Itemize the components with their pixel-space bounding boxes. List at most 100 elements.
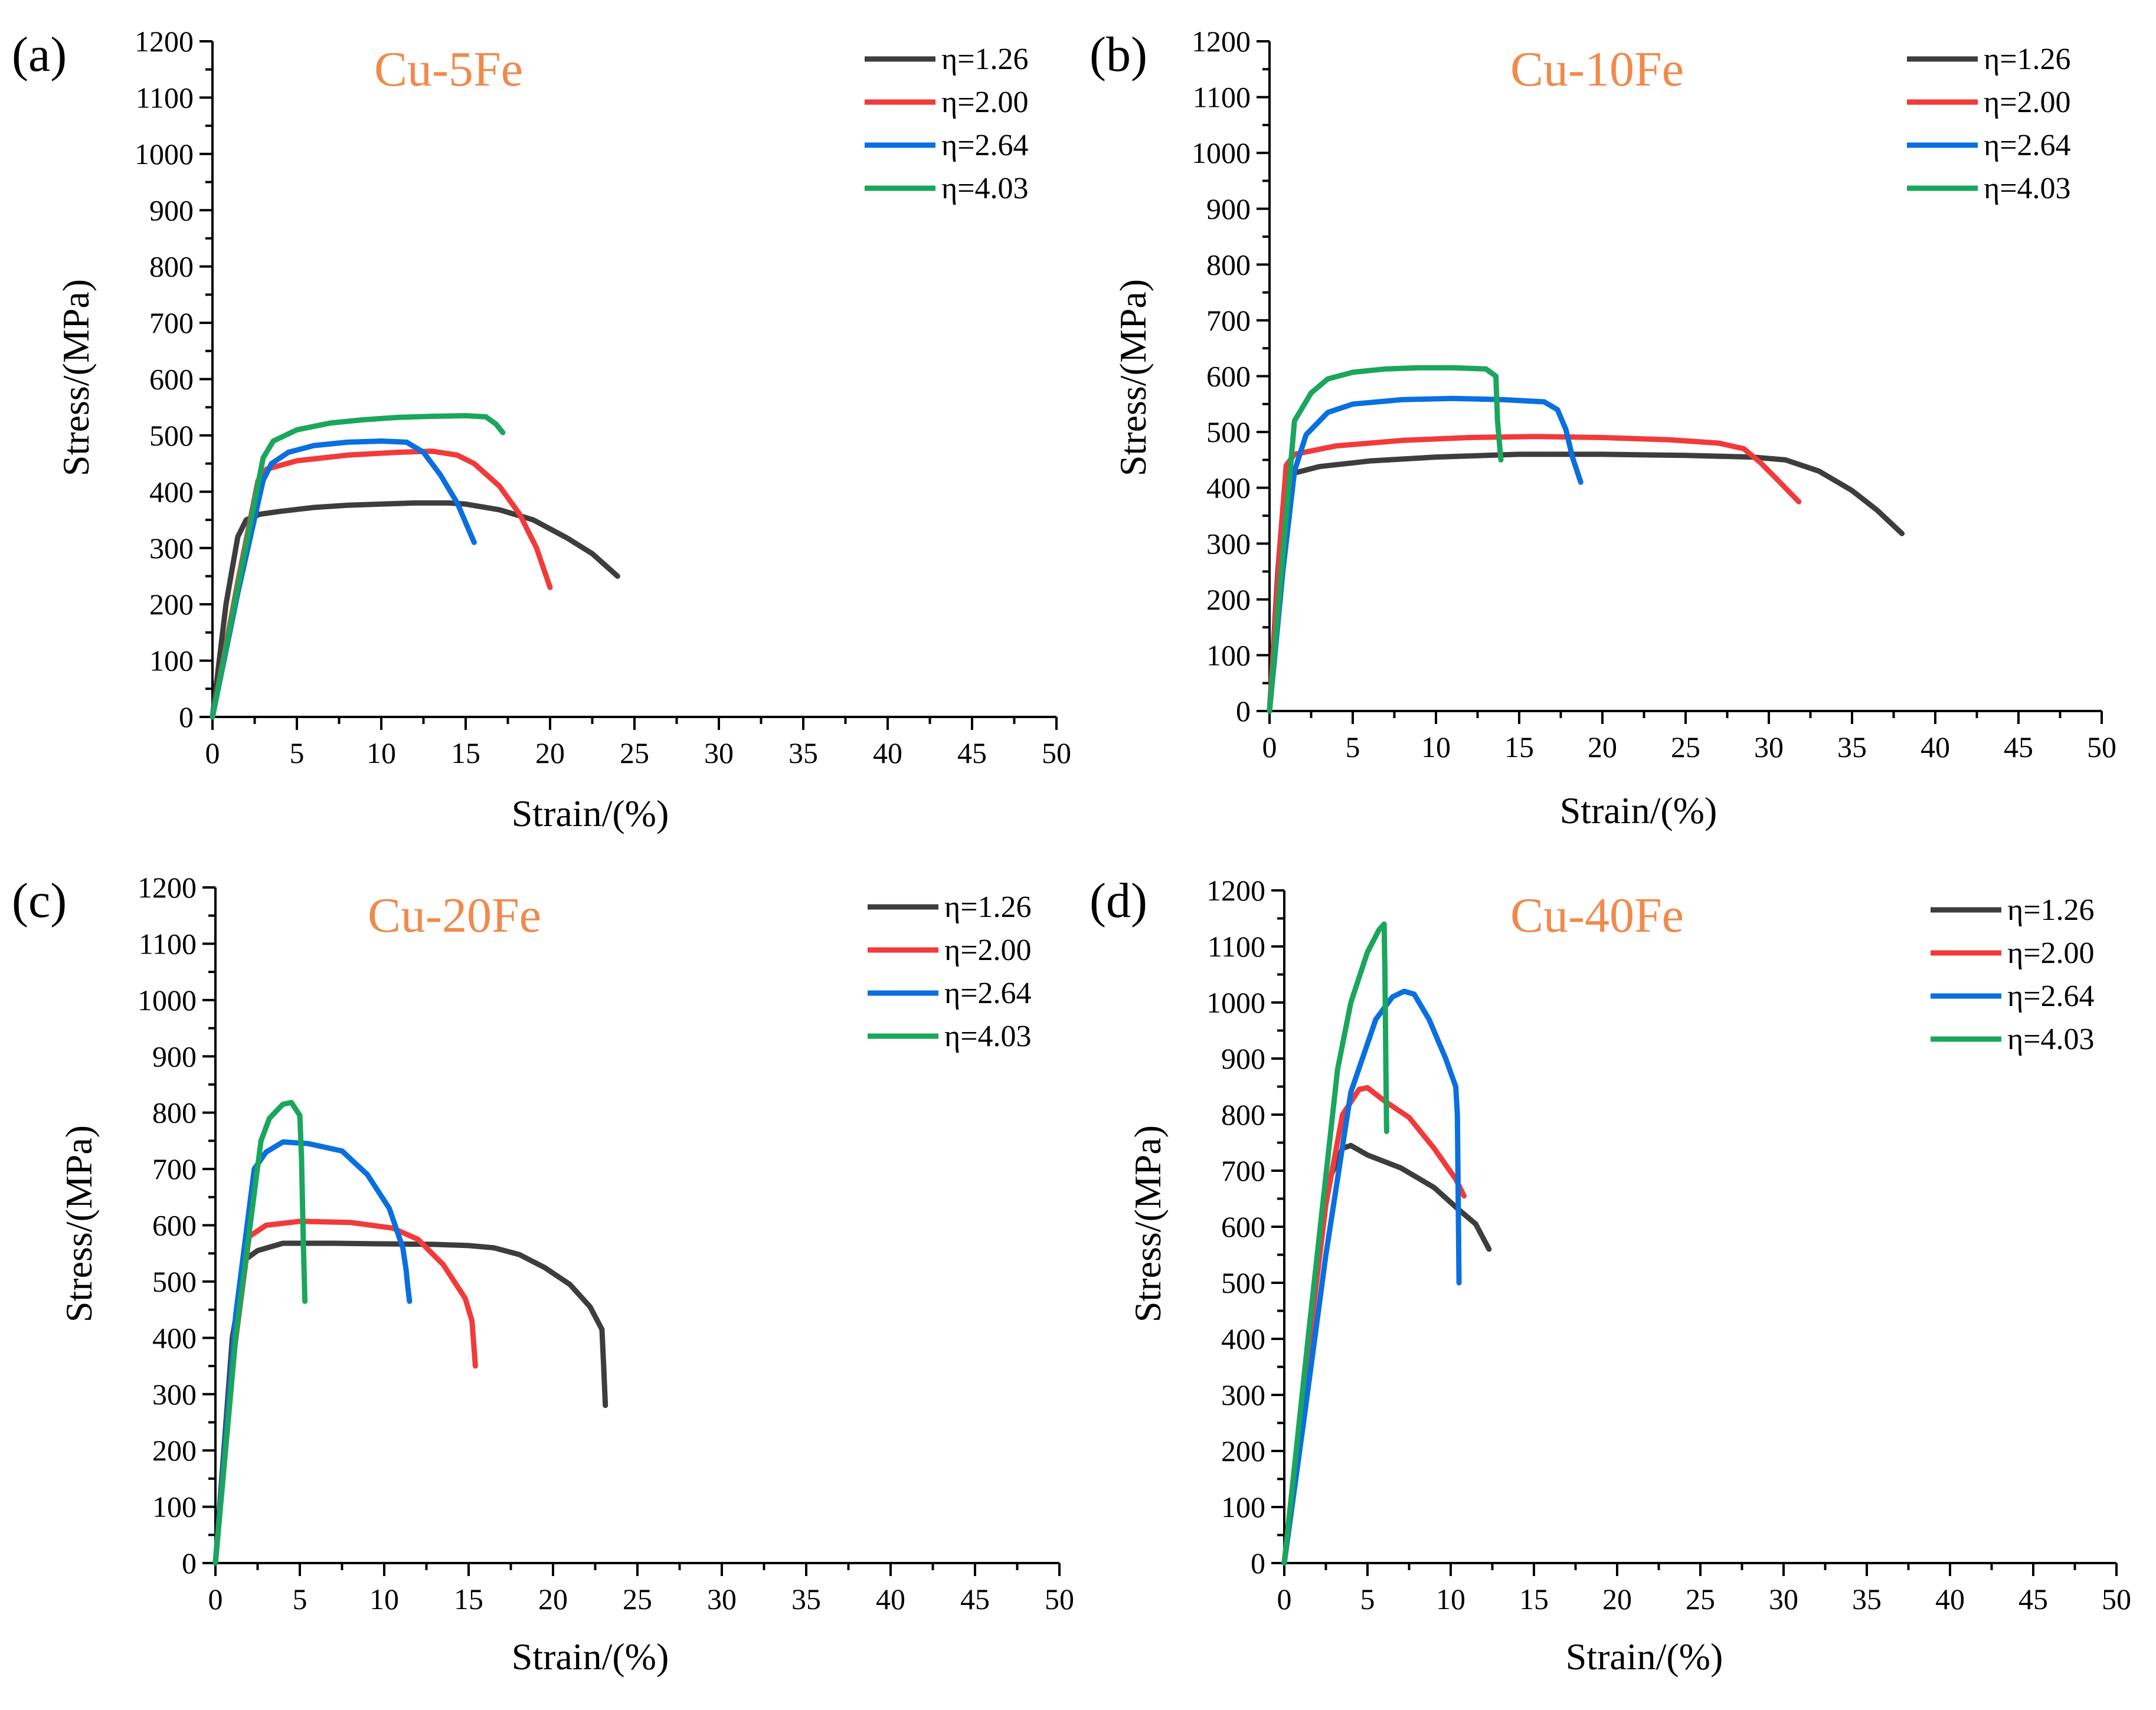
y-tick-label: 1000: [138, 984, 197, 1017]
legend-label: η=2.64: [941, 129, 1029, 162]
y-tick-label: 400: [149, 475, 194, 508]
y-tick-label: 900: [1221, 1042, 1265, 1075]
y-tick-label: 900: [149, 194, 194, 227]
legend-label: η=2.64: [1984, 129, 2071, 162]
y-axis-title: Stress/(MPa): [1112, 279, 1154, 476]
y-tick-label: 600: [1221, 1210, 1265, 1243]
legend-label: η=1.26: [941, 42, 1029, 76]
x-tick-label: 40: [873, 736, 902, 769]
x-tick-label: 20: [1588, 730, 1617, 764]
y-tick-label: 800: [149, 250, 194, 283]
x-axis-title: Strain/(%): [512, 1636, 669, 1678]
y-tick-label: 1200: [1206, 874, 1265, 907]
y-axis-title: Stress/(MPa): [58, 1125, 100, 1322]
y-tick-label: 300: [152, 1378, 197, 1411]
x-tick-label: 20: [538, 1583, 568, 1616]
y-tick-label: 1100: [136, 81, 194, 114]
y-tick-label: 100: [1221, 1490, 1265, 1524]
x-tick-label: 25: [1671, 730, 1700, 764]
x-tick-label: 20: [1602, 1583, 1632, 1616]
legend-label: η=4.03: [2007, 1023, 2095, 1056]
x-tick-label: 5: [1360, 1583, 1375, 1616]
y-tick-label: 800: [152, 1096, 197, 1129]
chart-title: Cu-5Fe: [374, 42, 523, 97]
chart-title: Cu-20Fe: [368, 888, 541, 943]
series-line-eta-2-64: [212, 1139, 413, 1566]
series-line-eta-4-03: [1281, 921, 1389, 1566]
x-tick-label: 45: [2004, 730, 2033, 764]
x-tick-label: 50: [2102, 1583, 2131, 1616]
legend-label: η=2.00: [1984, 86, 2071, 119]
x-tick-label: 35: [1852, 1583, 1882, 1616]
y-tick-label: 600: [149, 363, 194, 396]
x-tick-label: 30: [704, 736, 734, 769]
series-line-eta-4-03: [212, 1100, 308, 1566]
y-tick-label: 900: [1206, 192, 1251, 225]
y-tick-label: 700: [1221, 1154, 1265, 1187]
x-tick-label: 40: [1935, 1583, 1965, 1616]
series-line-eta-2-64: [1281, 988, 1462, 1566]
y-tick-label: 700: [149, 306, 194, 339]
x-tick-label: 0: [208, 1583, 223, 1616]
y-tick-label: 400: [1206, 471, 1251, 505]
y-tick-label: 300: [149, 532, 194, 565]
x-tick-label: 40: [1921, 730, 1950, 764]
y-tick-label: 900: [152, 1040, 197, 1073]
x-tick-label: 30: [707, 1583, 737, 1616]
x-tick-label: 0: [205, 736, 220, 769]
x-tick-label: 45: [957, 736, 987, 769]
x-tick-label: 15: [451, 736, 480, 769]
y-tick-label: 400: [1221, 1322, 1265, 1355]
x-tick-label: 35: [789, 736, 818, 769]
x-tick-label: 0: [1277, 1583, 1292, 1616]
x-tick-label: 10: [1436, 1583, 1465, 1616]
chart-title: Cu-10Fe: [1510, 42, 1684, 97]
y-tick-label: 0: [1236, 695, 1251, 728]
x-tick-label: 10: [369, 1583, 399, 1616]
y-tick-label: 1000: [1206, 986, 1265, 1019]
y-tick-label: 0: [1251, 1547, 1265, 1580]
y-tick-label: 100: [152, 1490, 197, 1524]
y-tick-label: 1200: [138, 871, 197, 904]
y-tick-label: 0: [182, 1547, 197, 1580]
y-tick-label: 1100: [1208, 930, 1265, 963]
y-tick-label: 200: [149, 588, 194, 621]
legend-label: η=1.26: [2007, 893, 2095, 927]
legend-label: η=2.00: [2007, 936, 2095, 970]
y-tick-label: 500: [149, 419, 194, 452]
x-tick-label: 5: [293, 1583, 307, 1616]
panel-label: (b): [1090, 27, 1147, 82]
x-tick-label: 5: [1346, 730, 1360, 764]
y-tick-label: 700: [1206, 304, 1251, 337]
x-tick-label: 25: [623, 1583, 652, 1616]
y-tick-label: 800: [1221, 1098, 1265, 1131]
series-line-eta-2-64: [1267, 395, 1584, 714]
x-tick-label: 10: [367, 736, 396, 769]
x-tick-label: 30: [1754, 730, 1784, 764]
panel-label: (c): [12, 873, 67, 928]
y-tick-label: 1100: [139, 927, 197, 960]
y-tick-label: 0: [179, 700, 194, 733]
x-tick-label: 30: [1769, 1583, 1798, 1616]
x-tick-label: 50: [2087, 730, 2116, 764]
x-axis-title: Strain/(%): [1566, 1636, 1723, 1678]
y-tick-label: 200: [1206, 583, 1251, 616]
legend-label: η=2.64: [2007, 980, 2095, 1013]
panel-label: (a): [12, 27, 67, 82]
x-tick-label: 35: [791, 1583, 821, 1616]
legend-label: η=2.00: [944, 933, 1032, 967]
y-tick-label: 1000: [135, 137, 194, 171]
y-tick-label: 700: [152, 1152, 197, 1185]
legend-label: η=4.03: [1984, 172, 2071, 205]
x-tick-label: 25: [620, 736, 649, 769]
legend-label: η=4.03: [941, 172, 1029, 205]
legend-label: η=2.00: [941, 86, 1029, 119]
y-tick-label: 1200: [1192, 25, 1251, 58]
x-axis-title: Strain/(%): [512, 792, 669, 834]
legend-label: η=1.26: [1984, 42, 2071, 76]
y-tick-label: 1200: [135, 25, 194, 58]
panel-label: (d): [1090, 873, 1147, 928]
y-tick-label: 500: [1206, 415, 1251, 448]
y-tick-label: 600: [152, 1209, 197, 1242]
legend-label: η=1.26: [944, 890, 1032, 924]
